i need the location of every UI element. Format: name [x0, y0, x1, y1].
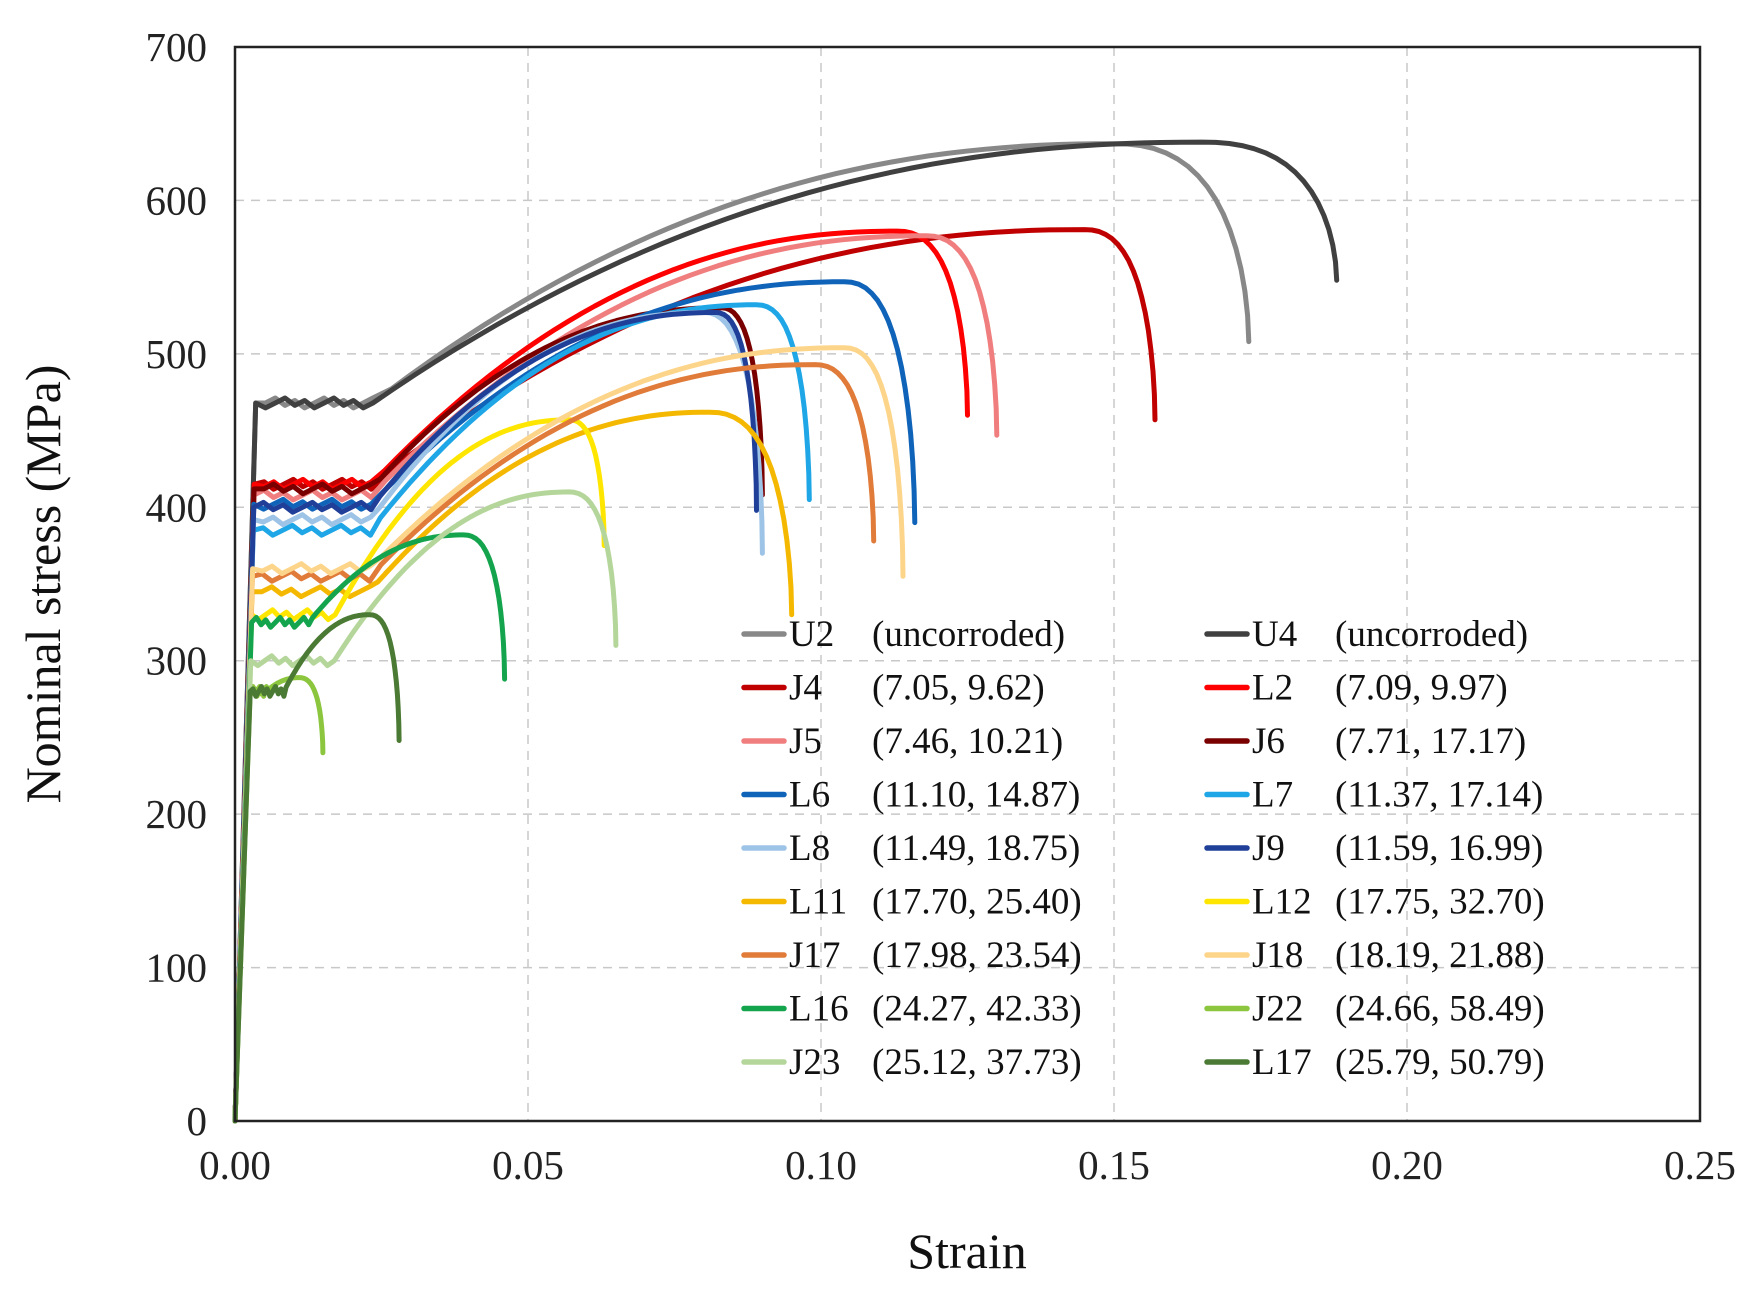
legend-name-l6: L6 [789, 775, 830, 816]
legend-desc-l11: (17.70, 25.40) [872, 882, 1082, 923]
legend-desc-l16: (24.27, 42.33) [872, 989, 1082, 1030]
legend-desc-l17: (25.79, 50.79) [1335, 1042, 1545, 1083]
legend-name-j18: J18 [1252, 935, 1303, 976]
legend: U2 (uncorroded) U4 (uncorroded) J4 (7.05, 9.6… [741, 614, 1545, 1083]
legend-name-j23: J23 [789, 1042, 840, 1083]
series-j18 [232, 345, 906, 1124]
series-l2 [232, 228, 970, 1124]
legend-desc-l2: (7.09, 9.97) [1335, 668, 1508, 709]
legend-desc-j6: (7.71, 17.17) [1335, 721, 1526, 762]
legend-name-l12: L12 [1252, 882, 1312, 923]
legend-desc-u4: (uncorroded) [1335, 614, 1528, 655]
y-tick-label: 100 [146, 945, 208, 991]
legend-desc-j22: (24.66, 58.49) [1335, 989, 1545, 1030]
series-j6 [232, 305, 765, 1124]
legend-name-j5: J5 [789, 721, 822, 762]
x-axis-label: Strain [907, 1223, 1026, 1279]
legend-name-u4: U4 [1252, 614, 1297, 655]
legend-desc-j17: (17.98, 23.54) [872, 935, 1082, 976]
x-tick-label: 0.20 [1371, 1142, 1443, 1188]
series-l7 [232, 302, 812, 1124]
legend-desc-u2: (uncorroded) [872, 614, 1065, 655]
y-tick-label: 500 [146, 331, 208, 377]
legend-name-j17: J17 [789, 935, 840, 976]
legend-name-l2: L2 [1252, 668, 1293, 709]
series-j23 [232, 489, 619, 1124]
legend-name-l16: L16 [789, 989, 849, 1030]
plot-frame [233, 45, 1702, 1123]
legend-name-j4: J4 [789, 668, 822, 709]
legend-desc-l6: (11.10, 14.87) [872, 775, 1080, 816]
y-axis-ticks: 0 100 200 300 400 500 600 700 [146, 24, 208, 1144]
y-tick-label: 600 [146, 177, 208, 223]
y-tick-label: 300 [146, 638, 208, 684]
series-curves [232, 139, 1340, 1124]
legend-name-j9: J9 [1252, 828, 1285, 869]
legend-desc-j5: (7.46, 10.21) [872, 721, 1063, 762]
y-axis-label: Nominal stress (MPa) [15, 365, 71, 804]
legend-desc-j23: (25.12, 37.73) [872, 1042, 1082, 1083]
legend-name-u2: U2 [789, 614, 834, 655]
series-l16 [232, 532, 508, 1124]
y-tick-label: 0 [187, 1098, 208, 1144]
legend-name-l11: L11 [789, 882, 847, 923]
x-tick-label: 0.15 [1078, 1142, 1150, 1188]
y-tick-label: 400 [146, 484, 208, 530]
legend-name-l7: L7 [1252, 775, 1293, 816]
x-axis-ticks: 0.00 0.05 0.10 0.15 0.20 0.25 [199, 1142, 1736, 1188]
legend-name-l17: L17 [1252, 1042, 1312, 1083]
series-l17 [232, 612, 402, 1124]
legend-desc-j4: (7.05, 9.62) [872, 668, 1045, 709]
series-l12 [232, 417, 607, 1124]
legend-name-l8: L8 [789, 828, 830, 869]
x-tick-label: 0.25 [1664, 1142, 1736, 1188]
y-tick-label: 700 [146, 24, 208, 70]
x-tick-label: 0.00 [199, 1142, 271, 1188]
legend-name-j6: J6 [1252, 721, 1285, 762]
series-l11 [232, 409, 795, 1124]
legend-desc-l7: (11.37, 17.14) [1335, 775, 1543, 816]
legend-desc-l12: (17.75, 32.70) [1335, 882, 1545, 923]
legend-desc-l8: (11.49, 18.75) [872, 828, 1080, 869]
legend-desc-j18: (18.19, 21.88) [1335, 935, 1545, 976]
series-u4 [232, 139, 1340, 1124]
series-j9 [232, 309, 759, 1124]
x-tick-label: 0.05 [492, 1142, 564, 1188]
grid-lines [235, 47, 1700, 1121]
x-tick-label: 0.10 [785, 1142, 857, 1188]
y-tick-label: 200 [146, 791, 208, 837]
legend-name-j22: J22 [1252, 989, 1303, 1030]
legend-desc-j9: (11.59, 16.99) [1335, 828, 1543, 869]
